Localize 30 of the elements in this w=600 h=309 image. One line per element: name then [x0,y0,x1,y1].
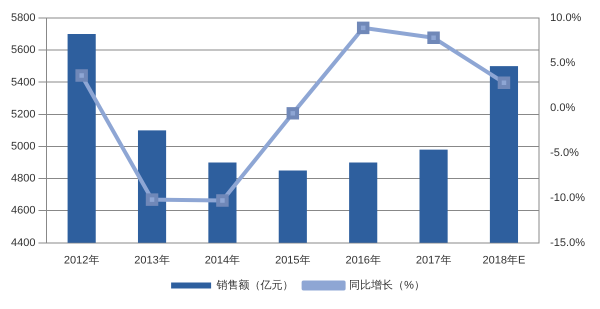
x-tick-label: 2015年 [275,254,311,266]
point [146,193,158,206]
y-tick-label: 4600 [10,204,36,217]
y2-tick-label: -5.0% [550,146,580,159]
x-tick-label: 2018年E [482,254,526,266]
y-tick-label: 5200 [10,108,36,120]
legend-label: 同比增长（%） [349,278,425,292]
x-tick-label: 2013年 [134,254,170,266]
y2-tick-label: -15.0% [550,236,586,249]
point [75,69,88,82]
y-tick-label: 4400 [10,236,36,249]
x-tick-label: 2016年 [345,254,381,266]
y-tick-label: 4800 [10,172,36,185]
point [427,32,440,44]
point [286,107,300,120]
point [498,76,510,89]
x-tick-label: 2012年 [64,254,100,266]
point [356,22,370,34]
point [216,194,229,207]
y-tick-label: 5800 [10,12,36,24]
y2-tick-label: -10.0% [550,192,586,204]
y2-tick-label: 5.0% [550,56,576,69]
x-tick-label: 2017年 [416,254,452,266]
y-tick-label: 5600 [10,44,36,56]
y-tick-label: 5400 [10,76,36,88]
y2-tick-label: 0.0% [550,102,576,114]
y2-tick-label: 10.0% [550,12,582,24]
x-tick-label: 2014年 [204,254,240,266]
y-tick-label: 5000 [10,140,36,152]
legend-label: 销售额（亿元） [216,278,294,292]
